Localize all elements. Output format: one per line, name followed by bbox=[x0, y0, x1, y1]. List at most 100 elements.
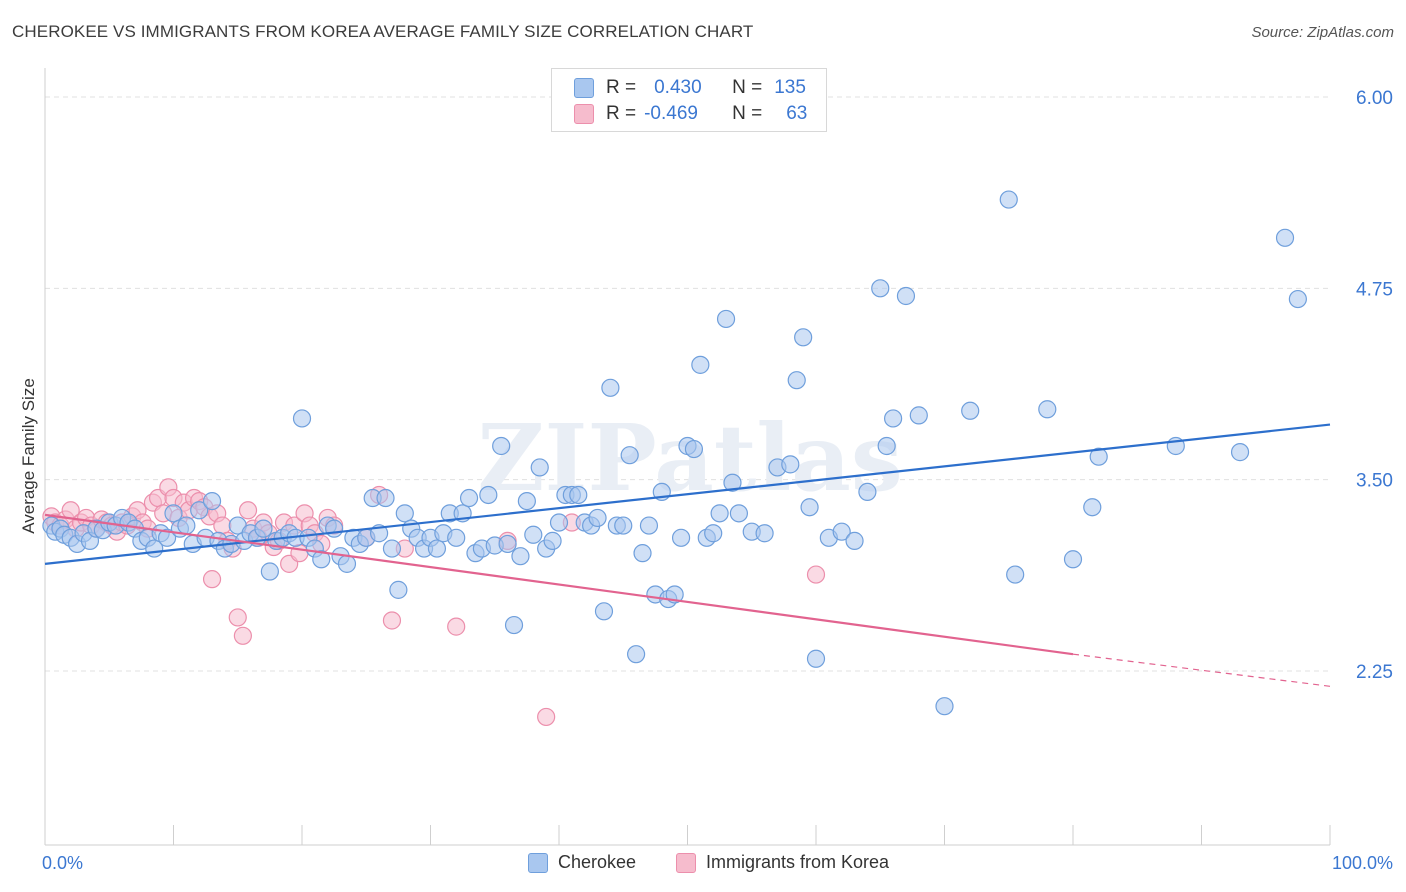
cherokee-point bbox=[1006, 565, 1025, 584]
cherokee-point bbox=[883, 409, 903, 428]
y-tick-label: 6.00 bbox=[1356, 88, 1393, 109]
cherokee-point bbox=[524, 525, 543, 544]
cherokee-points bbox=[42, 190, 1307, 716]
cherokee-point bbox=[896, 286, 916, 306]
cherokee-point bbox=[1089, 447, 1108, 466]
cherokee-point bbox=[157, 528, 177, 547]
legend-item-korea[interactable]: Immigrants from Korea bbox=[676, 852, 889, 873]
y-tick-label: 2.25 bbox=[1356, 662, 1393, 683]
cherokee-point bbox=[389, 580, 408, 599]
korea-point bbox=[228, 608, 247, 627]
cherokee-point bbox=[710, 504, 729, 523]
cherokee-point bbox=[511, 547, 530, 566]
cherokee-point bbox=[164, 504, 183, 523]
cherokee-trend-line bbox=[44, 423, 1331, 565]
y-tick-labels: 6.00 4.75 3.50 2.25 bbox=[1356, 88, 1393, 683]
cherokee-point bbox=[530, 458, 549, 477]
korea-trend-extension bbox=[1072, 653, 1331, 687]
n-label: N = bbox=[732, 77, 763, 98]
cherokee-point bbox=[723, 473, 742, 492]
cherokee-point bbox=[601, 378, 620, 397]
cherokee-point bbox=[1288, 289, 1307, 309]
cherokee-point bbox=[794, 328, 813, 347]
korea-point bbox=[382, 611, 402, 630]
cherokee-point bbox=[504, 615, 524, 635]
x-tick-label: 0.0% bbox=[42, 853, 83, 873]
cherokee-point bbox=[909, 406, 928, 425]
cherokee-point bbox=[202, 491, 222, 511]
cherokee-point bbox=[704, 524, 723, 543]
cherokee-point bbox=[858, 482, 877, 502]
cherokee-point bbox=[1063, 550, 1083, 569]
cherokee-point bbox=[254, 519, 273, 538]
cherokee-swatch bbox=[574, 78, 594, 98]
cherokee-point bbox=[729, 504, 749, 523]
cherokee-legend-swatch bbox=[528, 852, 548, 873]
cherokee-point bbox=[716, 309, 736, 329]
cherokee-point bbox=[312, 550, 331, 569]
x-tick-labels: 0.0% 100.0% bbox=[42, 853, 1393, 873]
cherokee-point bbox=[382, 539, 402, 558]
korea-point bbox=[447, 617, 466, 636]
korea-point bbox=[213, 516, 232, 535]
cherokee-point bbox=[190, 501, 209, 520]
n-value: 135 bbox=[774, 77, 806, 98]
trend-lines bbox=[44, 423, 1331, 687]
stats-row-cherokee: R = 0.430 N = 135 bbox=[574, 77, 806, 99]
cherokee-point bbox=[325, 519, 344, 538]
korea-swatch bbox=[574, 104, 594, 124]
cherokee-point bbox=[845, 531, 864, 550]
watermark: ZIPatlas bbox=[477, 404, 902, 512]
axes bbox=[44, 68, 1331, 846]
cherokee-point bbox=[292, 409, 312, 428]
cherokee-point bbox=[614, 516, 633, 535]
korea-points bbox=[42, 478, 826, 727]
stats-box: R = 0.430 N = 135 R = -0.469 N = 63 bbox=[551, 68, 827, 132]
cherokee-point bbox=[376, 488, 395, 508]
cherokee-point bbox=[594, 602, 614, 621]
cherokee-point bbox=[459, 488, 479, 508]
cherokee-point bbox=[935, 697, 954, 716]
cherokee-point bbox=[517, 491, 536, 511]
legend-item-cherokee[interactable]: Cherokee bbox=[528, 852, 636, 873]
cherokee-point bbox=[806, 649, 826, 668]
cherokee-point bbox=[549, 513, 569, 532]
cherokee-point bbox=[620, 446, 639, 465]
cherokee-point bbox=[543, 531, 562, 550]
cherokee-point bbox=[800, 498, 819, 517]
korea-legend-swatch bbox=[676, 852, 696, 873]
cherokee-point bbox=[671, 528, 691, 547]
cherokee-point bbox=[787, 371, 806, 390]
cherokee-point bbox=[755, 524, 774, 543]
stats-row-korea: R = -0.469 N = 63 bbox=[574, 103, 807, 125]
cherokee-point bbox=[871, 279, 890, 298]
korea-point bbox=[537, 707, 556, 727]
n-value: 63 bbox=[786, 103, 808, 124]
cherokee-point bbox=[447, 528, 466, 547]
r-label: R = bbox=[606, 77, 637, 98]
legend-label-korea: Immigrants from Korea bbox=[706, 852, 890, 872]
y-tick-label: 4.75 bbox=[1356, 279, 1393, 300]
cherokee-point bbox=[1038, 400, 1057, 419]
cherokee-point bbox=[633, 544, 652, 563]
cherokee-point bbox=[337, 554, 357, 573]
y-axis-label: Average Family Size bbox=[19, 378, 38, 534]
cherokee-point bbox=[877, 436, 896, 456]
cherokee-point bbox=[395, 504, 414, 523]
legend-label-cherokee: Cherokee bbox=[558, 852, 637, 872]
cherokee-point bbox=[781, 455, 800, 474]
cherokee-point bbox=[999, 190, 1018, 209]
cherokee-point bbox=[1275, 228, 1295, 247]
cherokee-point bbox=[479, 485, 498, 505]
korea-trend-line bbox=[44, 513, 1074, 656]
cherokee-point bbox=[498, 534, 517, 554]
cherokee-point bbox=[588, 508, 607, 528]
r-value: -0.469 bbox=[644, 103, 698, 124]
source-label: Source: ZipAtlas.com bbox=[1251, 24, 1394, 41]
korea-point bbox=[233, 626, 252, 645]
korea-point bbox=[238, 501, 258, 520]
cherokee-point bbox=[492, 436, 511, 456]
korea-point bbox=[202, 570, 222, 589]
x-tick-label: 100.0% bbox=[1332, 853, 1393, 873]
